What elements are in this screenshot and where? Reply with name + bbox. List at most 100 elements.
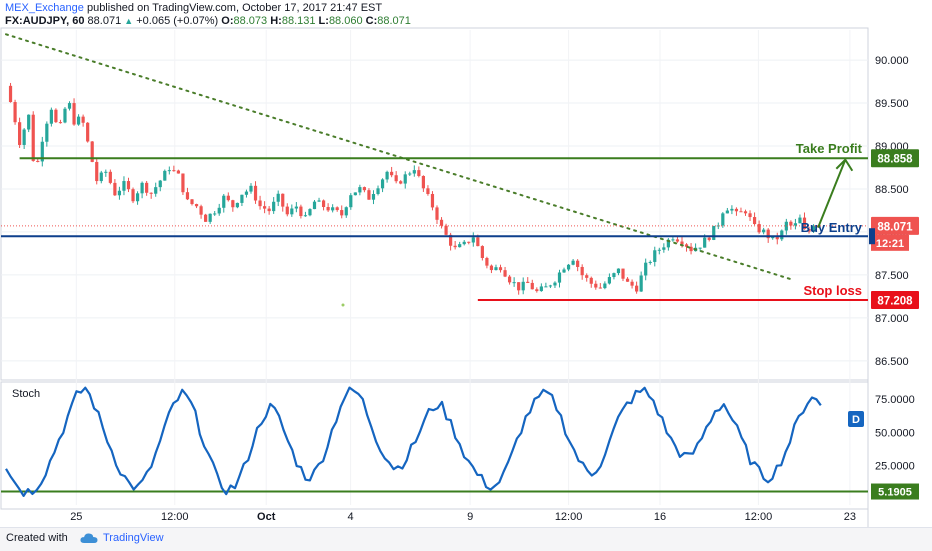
main-pane — [0, 27, 869, 381]
time-tick-label: 4 — [348, 511, 354, 523]
candle-body — [430, 193, 435, 208]
chart-canvas: Take Profit Buy Entry Stop loss Stoch D 90.… — [0, 27, 919, 527]
candle-body — [566, 264, 571, 270]
candle-body — [104, 171, 108, 173]
candle-body — [798, 217, 802, 224]
candle-body — [172, 170, 176, 172]
candle-body — [263, 206, 267, 209]
candle-body — [185, 192, 190, 200]
candle-body — [657, 249, 661, 251]
candle-body — [22, 129, 26, 145]
time-tick-label: Oct — [257, 511, 276, 523]
candle-body — [226, 195, 230, 201]
candle-body — [793, 223, 798, 226]
candle-body — [653, 250, 657, 262]
tradingview-cloud-icon — [80, 533, 98, 543]
projection-arrow-shaft — [817, 159, 847, 229]
candle-body — [458, 244, 462, 248]
candle-body — [290, 208, 294, 215]
candle-body — [607, 277, 611, 284]
stray-dot — [341, 303, 345, 307]
candle-body — [721, 213, 725, 226]
candle-body — [603, 283, 607, 289]
trendline-dotted — [5, 33, 792, 281]
candle-body — [635, 285, 639, 292]
stoch-level-tag-bg — [871, 483, 919, 500]
candle-body — [535, 289, 539, 292]
candle-body — [253, 185, 258, 201]
candle-body — [435, 207, 439, 220]
candle-body — [671, 239, 675, 241]
candle-body — [580, 266, 584, 276]
candle-body — [353, 192, 357, 196]
tradingview-brand-link[interactable]: TradingView — [103, 532, 164, 544]
candle-body — [553, 282, 557, 286]
candle-body — [594, 283, 598, 288]
stoch-badge: D — [852, 414, 860, 426]
candle-body — [517, 282, 521, 291]
stoch-badge-bg[interactable] — [848, 411, 864, 427]
candle-body — [331, 207, 335, 211]
candle-body — [122, 181, 126, 191]
candle-body — [135, 193, 140, 202]
candle-body — [362, 187, 367, 191]
close-value: 88.071 — [377, 15, 411, 27]
candle-body — [544, 286, 548, 288]
time-tick-label: 25 — [70, 511, 82, 523]
candle-body — [240, 194, 244, 203]
candle-body — [512, 282, 516, 284]
candle-body — [349, 195, 353, 208]
footer-bar: Created with TradingView — [0, 527, 932, 551]
candle-body — [272, 201, 276, 212]
candle-body — [222, 195, 226, 208]
candle-body — [81, 116, 85, 123]
candle-body — [644, 262, 648, 276]
buy-entry-price-marker — [869, 228, 875, 245]
candle-body — [775, 237, 779, 240]
candle-body — [807, 229, 811, 232]
candle-body — [630, 281, 634, 286]
candle-body — [149, 192, 153, 194]
candle-body — [616, 268, 621, 274]
candle-body — [99, 172, 103, 182]
candle-body — [412, 170, 416, 174]
candle-body — [18, 122, 22, 145]
candle-body — [771, 237, 775, 239]
candle-body — [167, 170, 171, 172]
price-tick-label: 88.500 — [875, 184, 909, 196]
stop-loss-label: Stop loss — [803, 283, 862, 298]
candle-body — [326, 207, 330, 211]
candle-body — [67, 103, 72, 109]
candle-body — [680, 241, 684, 245]
candle-body — [462, 241, 466, 245]
candle-body — [199, 206, 203, 215]
candle-body — [335, 207, 339, 211]
candle-body — [621, 268, 625, 279]
candle-body — [417, 170, 421, 176]
candle-body — [471, 237, 475, 243]
candle-body — [689, 246, 693, 252]
candle-body — [27, 114, 31, 130]
time-tick-label: 12:00 — [555, 511, 583, 523]
candle-body — [36, 160, 40, 162]
candle-body — [752, 217, 757, 225]
candle-body — [113, 182, 117, 196]
candle-body — [303, 215, 308, 217]
candle-body — [390, 171, 394, 176]
created-with-text: Created with — [6, 532, 68, 544]
candle-body — [453, 245, 457, 248]
candle-body — [684, 244, 689, 247]
symbol-label[interactable]: FX:AUDJPY, 60 — [5, 15, 85, 27]
candle-body — [675, 239, 680, 242]
candle-body — [526, 281, 530, 283]
candle-body — [394, 175, 398, 182]
low-value: 88.060 — [328, 15, 363, 27]
stoch-line — [5, 386, 822, 497]
time-tick-label: 23 — [844, 511, 856, 523]
candle-body — [40, 141, 44, 162]
candle-body — [321, 200, 326, 208]
candle-body — [734, 208, 739, 212]
author-link[interactable]: MEX_Exchange — [5, 2, 84, 14]
candle-body — [117, 190, 122, 196]
candle-body — [648, 261, 652, 263]
